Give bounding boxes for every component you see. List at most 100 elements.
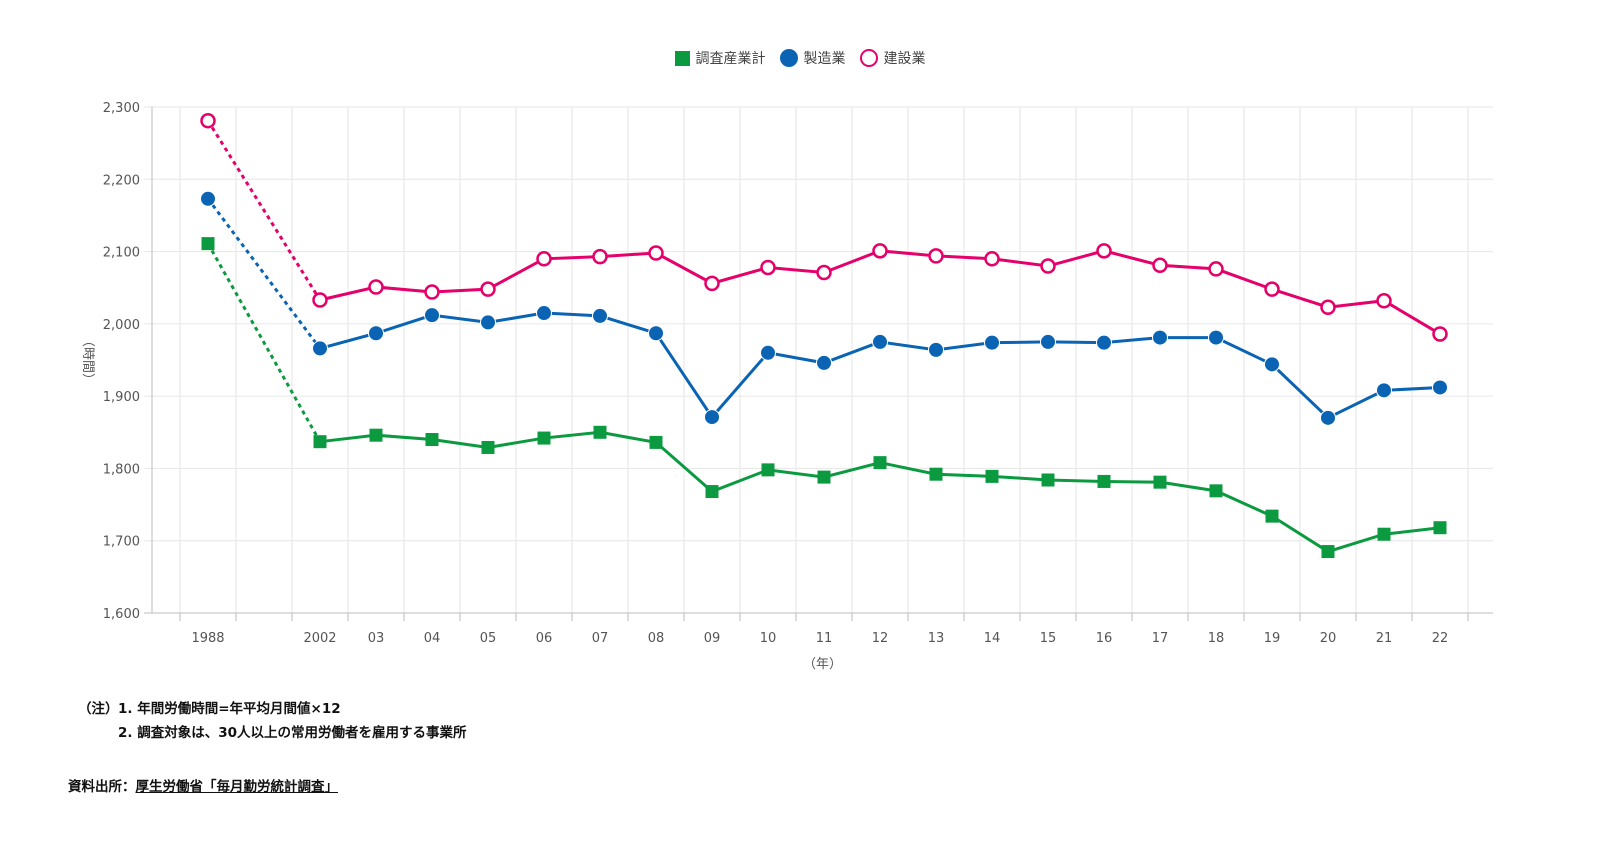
series-1-point xyxy=(1040,333,1056,350)
x-tick-label: 17 xyxy=(1152,631,1169,646)
x-tick-label: 16 xyxy=(1096,631,1113,646)
series-0-point xyxy=(1153,475,1167,489)
x-tick-label: 15 xyxy=(1040,631,1057,646)
legend-item-all-industries[interactable]: 調査産業計 xyxy=(674,48,766,68)
series-2-point xyxy=(1432,326,1448,342)
series-0-point xyxy=(369,428,383,442)
series-2-point xyxy=(368,279,384,295)
legend-label-all-industries: 調査産業計 xyxy=(695,51,766,67)
chart-legend: 調査産業計 製造業 建設業 xyxy=(0,48,1600,68)
series-0-point xyxy=(873,456,887,470)
series-1-point xyxy=(312,340,328,357)
x-tick-label: 14 xyxy=(984,631,1001,646)
series-1-point xyxy=(368,325,384,342)
y-tick-label: 2,000 xyxy=(103,318,140,333)
series-0-gap-connector xyxy=(206,242,322,443)
y-tick-label: 1,800 xyxy=(103,462,140,477)
series-0-point xyxy=(817,470,831,484)
series-1-point xyxy=(592,307,608,324)
series-2-point xyxy=(1376,292,1392,309)
series-2-point xyxy=(648,245,664,261)
series-1-point xyxy=(1208,329,1224,346)
note-item-2: 2. 調査対象は、30人以上の常用労働者を雇用する事業所 xyxy=(118,725,467,741)
series-0-point xyxy=(705,485,719,499)
series-0-point xyxy=(593,425,607,439)
series-0-point xyxy=(201,237,215,251)
x-tick-label: 19 xyxy=(1264,631,1281,646)
series-2-point xyxy=(1040,258,1056,274)
series-1-point xyxy=(480,314,496,331)
series-0-point xyxy=(649,435,663,449)
note-row-1: （注） 1. 年間労働時間=年平均月間値×12 xyxy=(78,697,467,721)
series-2-point xyxy=(480,281,496,297)
x-tick-label: 04 xyxy=(424,631,441,646)
series-1-point xyxy=(704,409,720,426)
series-0-point xyxy=(1377,527,1391,541)
x-tick-label: 20 xyxy=(1320,631,1337,646)
series-2-point xyxy=(200,112,216,129)
x-axis-title: （年） xyxy=(803,657,842,672)
series-1-point xyxy=(1320,409,1336,426)
series-2-point xyxy=(984,251,1000,267)
series-2-point xyxy=(1096,243,1112,259)
series-2-point xyxy=(1264,281,1280,297)
source-label: 資料出所： xyxy=(68,779,136,795)
x-tick-label: 12 xyxy=(872,631,889,646)
data-source: 資料出所：厚生労働省「毎月勤労統計調査」 xyxy=(68,775,338,795)
series-0-point xyxy=(1433,521,1447,535)
series-0-point xyxy=(425,433,439,447)
series-0-point xyxy=(1209,484,1223,498)
series-2-point xyxy=(592,248,608,265)
series-0-point xyxy=(1321,545,1335,559)
legend-item-manufacturing[interactable]: 製造業 xyxy=(779,48,846,68)
series-1-point xyxy=(984,334,1000,351)
x-tick-label: 03 xyxy=(368,631,385,646)
series-2-point xyxy=(816,264,832,281)
series-2-point xyxy=(424,284,440,300)
source-link[interactable]: 厚生労働省「毎月勤労統計調査」 xyxy=(135,779,339,795)
series-1-point xyxy=(816,354,832,371)
series-2-point xyxy=(704,275,720,292)
legend-label-construction: 建設業 xyxy=(883,51,926,67)
series-1-point xyxy=(1376,382,1392,399)
series-1-point xyxy=(200,190,216,207)
series-0-point xyxy=(481,440,495,454)
series-1-point xyxy=(928,341,944,358)
series-1-point xyxy=(1096,334,1112,351)
series-0-point xyxy=(1265,509,1279,523)
series-0-point xyxy=(1097,474,1111,488)
y-tick-label: 1,600 xyxy=(103,607,140,622)
line-chart: 1,600 1,700 1,800 1,900 2,000 2,100 2,200 2,300… xyxy=(80,101,1493,672)
series-2-gap-connector xyxy=(206,119,322,301)
legend-hollow-circle-marker-icon xyxy=(859,49,878,67)
series-2-point xyxy=(312,292,328,308)
x-tick-label: 1988 xyxy=(191,631,224,646)
series-1-point xyxy=(536,305,552,322)
series-0-point xyxy=(929,467,943,481)
note-row-2: 2. 調査対象は、30人以上の常用労働者を雇用する事業所 xyxy=(78,721,467,745)
x-tick-label: 10 xyxy=(760,631,777,646)
legend-filled-circle-marker-icon xyxy=(779,49,798,67)
series-0-point xyxy=(313,435,327,449)
x-tick-label: 21 xyxy=(1376,631,1393,646)
x-tick-label: 2002 xyxy=(303,631,336,646)
y-tick-label: 2,100 xyxy=(103,246,140,261)
series-2-point xyxy=(536,251,552,267)
series-0-point xyxy=(985,469,999,483)
y-tick-label: 1,700 xyxy=(103,535,140,550)
series-1-point xyxy=(1264,356,1280,373)
series-2-point xyxy=(1208,261,1224,277)
legend-item-construction[interactable]: 建設業 xyxy=(859,48,926,68)
x-tick-label: 08 xyxy=(648,631,665,646)
x-tick-label: 18 xyxy=(1208,631,1225,646)
y-tick-label: 1,900 xyxy=(103,390,140,405)
series-2-point xyxy=(760,259,776,276)
series-2-point xyxy=(1152,257,1168,274)
x-tick-label: 09 xyxy=(704,631,721,646)
series-2-point xyxy=(1320,299,1336,315)
legend-square-marker-icon xyxy=(674,50,690,66)
series-0-point xyxy=(537,431,551,445)
y-tick-label: 2,200 xyxy=(103,173,140,188)
series-1-point xyxy=(872,333,888,350)
series-1-point xyxy=(648,325,664,342)
